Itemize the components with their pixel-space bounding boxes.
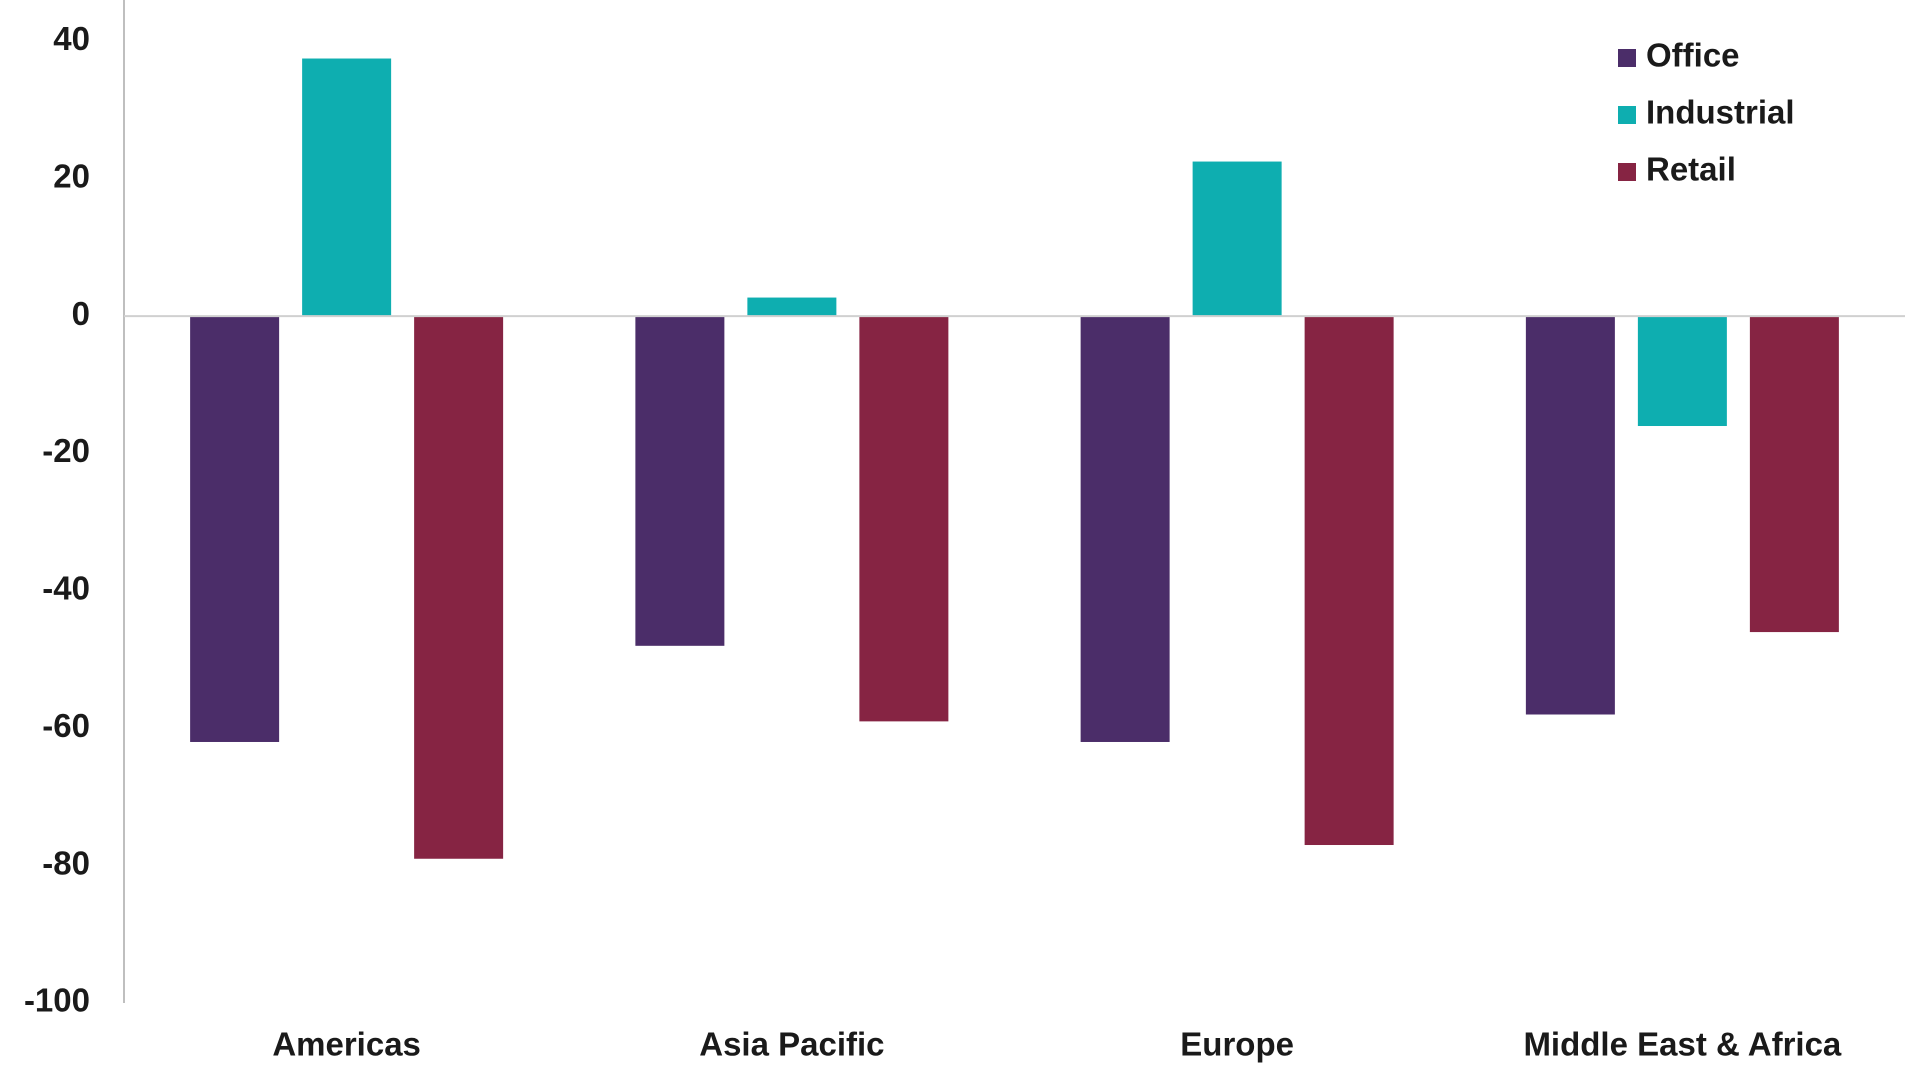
bar	[747, 297, 837, 317]
y-tick-label: -60	[42, 707, 90, 744]
bar	[190, 316, 280, 742]
y-tick-label: -100	[24, 982, 90, 1019]
y-tick-label: -20	[42, 432, 90, 469]
bar	[635, 316, 725, 646]
bar	[1749, 316, 1839, 633]
y-tick-label: -40	[42, 570, 90, 607]
x-tick-label: Asia Pacific	[699, 1026, 884, 1063]
y-tick-label: 20	[53, 157, 90, 194]
legend-swatch	[1618, 106, 1636, 124]
bar	[1525, 316, 1615, 715]
bar	[1080, 316, 1170, 742]
legend-label: Office	[1646, 37, 1740, 74]
legend-swatch	[1618, 49, 1636, 67]
bar	[414, 316, 504, 859]
bar	[1304, 316, 1394, 846]
x-tick-label: Middle East & Africa	[1523, 1026, 1841, 1063]
legend-label: Retail	[1646, 151, 1736, 188]
x-tick-label: Americas	[272, 1026, 421, 1063]
y-tick-label: 40	[53, 20, 90, 57]
bar	[1192, 161, 1282, 317]
y-tick-label: 0	[72, 295, 90, 332]
bar	[1637, 316, 1727, 427]
y-tick-label: -80	[42, 844, 90, 881]
legend-swatch	[1618, 163, 1636, 181]
legend-label: Industrial	[1646, 94, 1795, 131]
bar	[859, 316, 949, 722]
bar	[302, 58, 392, 317]
x-tick-label: Europe	[1180, 1026, 1294, 1063]
